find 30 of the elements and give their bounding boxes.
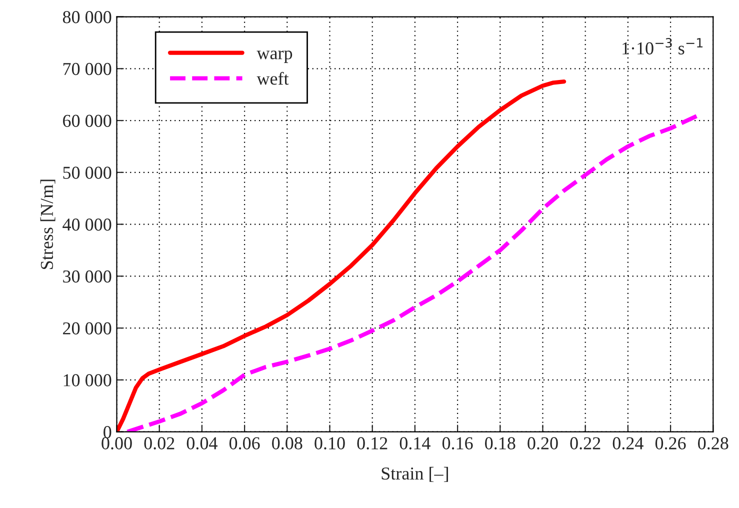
line-series (125, 113, 700, 432)
annotation: 1·10$^{−3}$ s$^{−1}$ (622, 38, 703, 54)
y-tick-label: 20 000 (63, 322, 112, 334)
legend-label: weft (256, 72, 289, 85)
x-tick-label: 0.04 (186, 437, 218, 450)
y-axis-title: Stress [N/m] (40, 180, 56, 269)
x-tick-label: 0.14 (400, 437, 430, 450)
y-tick-label: 0 (104, 426, 112, 438)
x-tick-label: 0.08 (272, 437, 302, 450)
x-tick-label: 0.28 (698, 437, 728, 450)
x-tick-label: 0.20 (528, 437, 558, 450)
x-tick-label: 0.06 (229, 437, 260, 450)
x-tick-label: 0.26 (655, 437, 686, 450)
x-tick-label: 0.02 (144, 437, 174, 450)
y-tick-label: 60 000 (63, 114, 112, 127)
y-tick-label: 40 000 (62, 218, 112, 231)
y-tick-label: 10 000 (64, 374, 112, 386)
y-tick-label: 70 000 (63, 62, 112, 76)
y-tick-label: 80 000 (62, 11, 112, 24)
x-tick-label: 0.24 (612, 437, 644, 450)
x-tick-label: 0.22 (570, 437, 600, 450)
x-tick-label: 0.16 (442, 437, 473, 450)
x-tick-label: 0.10 (314, 437, 345, 450)
y-tick-label: 30 000 (63, 270, 112, 283)
legend-label: warp (256, 50, 292, 63)
x-axis-title: Strain [–] (382, 466, 448, 482)
y-tick-label: 50 000 (63, 166, 112, 179)
x-tick-label: 0.00 (102, 437, 132, 450)
x-tick-label: 0.18 (485, 437, 516, 450)
x-tick-label: 0.12 (357, 437, 388, 450)
